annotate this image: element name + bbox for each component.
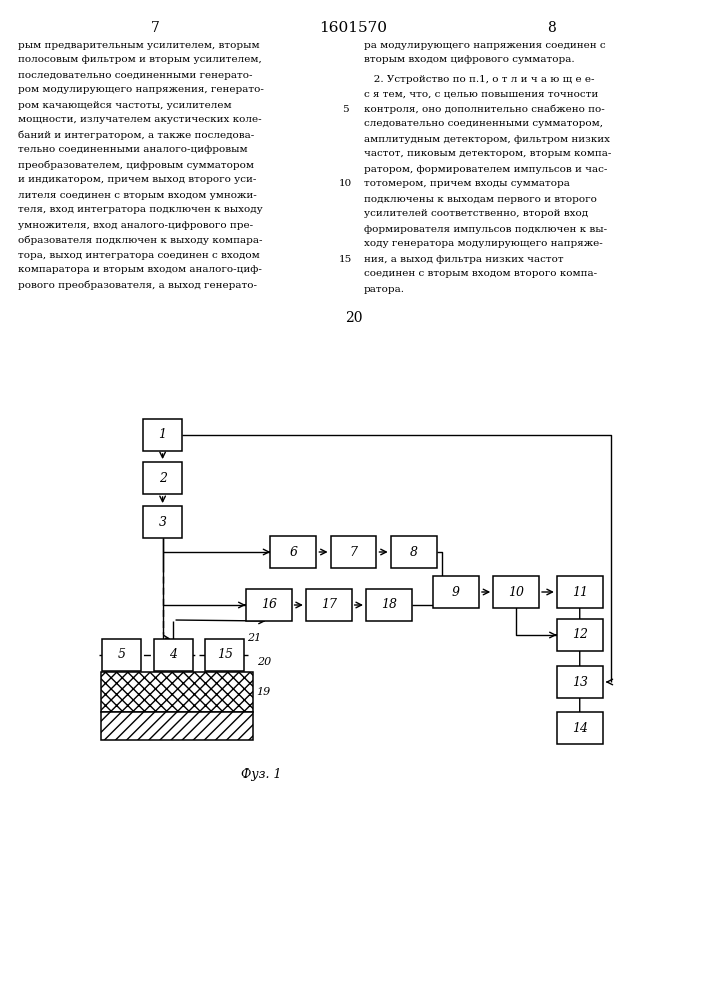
Bar: [144, 419, 182, 451]
Bar: [433, 576, 479, 608]
Text: контроля, оно дополнительно снабжено по-: контроля, оно дополнительно снабжено по-: [364, 104, 605, 114]
Text: умножителя, вход аналого-цифрового пре-: умножителя, вход аналого-цифрового пре-: [18, 221, 253, 230]
Text: 6: 6: [289, 546, 298, 558]
Bar: [557, 619, 602, 651]
Text: ром качающейся частоты, усилителем: ром качающейся частоты, усилителем: [18, 101, 231, 109]
Text: с я тем, что, с целью повышения точности: с я тем, что, с целью повышения точности: [364, 90, 598, 99]
Bar: [557, 712, 602, 744]
Text: 5: 5: [117, 648, 126, 662]
Text: 15: 15: [339, 254, 351, 263]
Text: 1601570: 1601570: [320, 21, 387, 35]
Bar: [270, 536, 316, 568]
Text: ра модулирующего напряжения соединен с: ра модулирующего напряжения соединен с: [364, 40, 606, 49]
Text: подключены к выходам первого и второго: подключены к выходам первого и второго: [364, 194, 597, 204]
Text: ратора.: ратора.: [364, 284, 405, 294]
Text: ходу генератора модулирующего напряже-: ходу генератора модулирующего напряже-: [364, 239, 603, 248]
Text: ния, а выход фильтра низких частот: ния, а выход фильтра низких частот: [364, 254, 563, 263]
Text: 10: 10: [339, 180, 351, 188]
Text: 2: 2: [158, 472, 167, 485]
Text: ратором, формирователем импульсов и час-: ратором, формирователем импульсов и час-: [364, 164, 607, 174]
Text: 3: 3: [158, 516, 167, 528]
Bar: [101, 672, 253, 712]
Bar: [390, 536, 437, 568]
Bar: [493, 576, 539, 608]
Text: 21: 21: [247, 633, 261, 643]
Text: преобразователем, цифровым сумматором: преобразователем, цифровым сумматором: [18, 160, 254, 170]
Text: лителя соединен с вторым входом умножи-: лителя соединен с вторым входом умножи-: [18, 190, 257, 200]
Bar: [154, 639, 193, 671]
Text: 7: 7: [151, 21, 160, 35]
Text: 8: 8: [547, 21, 556, 35]
Text: амплитудным детектором, фильтром низких: амплитудным детектором, фильтром низких: [364, 134, 610, 143]
Text: 14: 14: [572, 722, 588, 734]
Text: 12: 12: [572, 629, 588, 642]
Text: формирователя импульсов подключен к вы-: формирователя импульсов подключен к вы-: [364, 225, 607, 233]
Text: ром модулирующего напряжения, генерато-: ром модулирующего напряжения, генерато-: [18, 86, 264, 95]
Text: полосовым фильтром и вторым усилителем,: полосовым фильтром и вторым усилителем,: [18, 55, 262, 64]
Bar: [102, 639, 141, 671]
Text: 15: 15: [217, 648, 233, 662]
Text: Фуз. 1: Фуз. 1: [241, 768, 282, 781]
Text: 17: 17: [321, 598, 337, 611]
Text: 8: 8: [409, 546, 418, 558]
Text: 10: 10: [508, 585, 524, 598]
Text: 20: 20: [257, 657, 271, 667]
Text: образователя подключен к выходу компара-: образователя подключен к выходу компара-: [18, 235, 262, 245]
Text: следовательно соединенными сумматором,: следовательно соединенными сумматором,: [364, 119, 603, 128]
Bar: [366, 589, 412, 621]
Text: 7: 7: [349, 546, 358, 558]
Text: баний и интегратором, а также последова-: баний и интегратором, а также последова-: [18, 130, 254, 140]
Bar: [144, 506, 182, 538]
Bar: [331, 536, 377, 568]
Bar: [205, 639, 245, 671]
Bar: [557, 666, 602, 698]
Text: 1: 1: [158, 428, 167, 442]
Bar: [144, 462, 182, 494]
Text: последовательно соединенными генерато-: последовательно соединенными генерато-: [18, 70, 252, 80]
Text: усилителей соответственно, второй вход: усилителей соответственно, второй вход: [364, 210, 588, 219]
Text: 19: 19: [257, 687, 271, 697]
Text: тотомером, причем входы сумматора: тотомером, причем входы сумматора: [364, 180, 570, 188]
Text: рового преобразователя, а выход генерато-: рового преобразователя, а выход генерато…: [18, 280, 257, 290]
Bar: [101, 712, 253, 740]
Text: 16: 16: [261, 598, 276, 611]
Text: рым предварительным усилителем, вторым: рым предварительным усилителем, вторым: [18, 40, 259, 49]
Text: 5: 5: [341, 104, 349, 113]
Text: мощности, излучателем акустических коле-: мощности, излучателем акустических коле-: [18, 115, 262, 124]
Text: тельно соединенными аналого-цифровым: тельно соединенными аналого-цифровым: [18, 145, 247, 154]
Text: 9: 9: [452, 585, 460, 598]
Bar: [305, 589, 351, 621]
Text: 13: 13: [572, 676, 588, 688]
Bar: [246, 589, 292, 621]
Text: 2. Устройство по п.1, о т л и ч а ю щ е е-: 2. Устройство по п.1, о т л и ч а ю щ е …: [364, 75, 595, 84]
Bar: [557, 576, 602, 608]
Text: теля, вход интегратора подключен к выходу: теля, вход интегратора подключен к выход…: [18, 206, 262, 215]
Text: частот, пиковым детектором, вторым компа-: частот, пиковым детектором, вторым компа…: [364, 149, 612, 158]
Text: 18: 18: [381, 598, 397, 611]
Text: 11: 11: [572, 585, 588, 598]
Text: тора, выход интегратора соединен с входом: тора, выход интегратора соединен с входо…: [18, 250, 259, 259]
Text: вторым входом цифрового сумматора.: вторым входом цифрового сумматора.: [364, 55, 575, 64]
Text: 4: 4: [169, 648, 177, 662]
Text: компаратора и вторым входом аналого-циф-: компаратора и вторым входом аналого-циф-: [18, 265, 262, 274]
Text: соединен с вторым входом второго компа-: соединен с вторым входом второго компа-: [364, 269, 597, 278]
Text: 20: 20: [345, 311, 362, 325]
Text: и индикатором, причем выход второго уси-: и индикатором, причем выход второго уси-: [18, 176, 256, 184]
